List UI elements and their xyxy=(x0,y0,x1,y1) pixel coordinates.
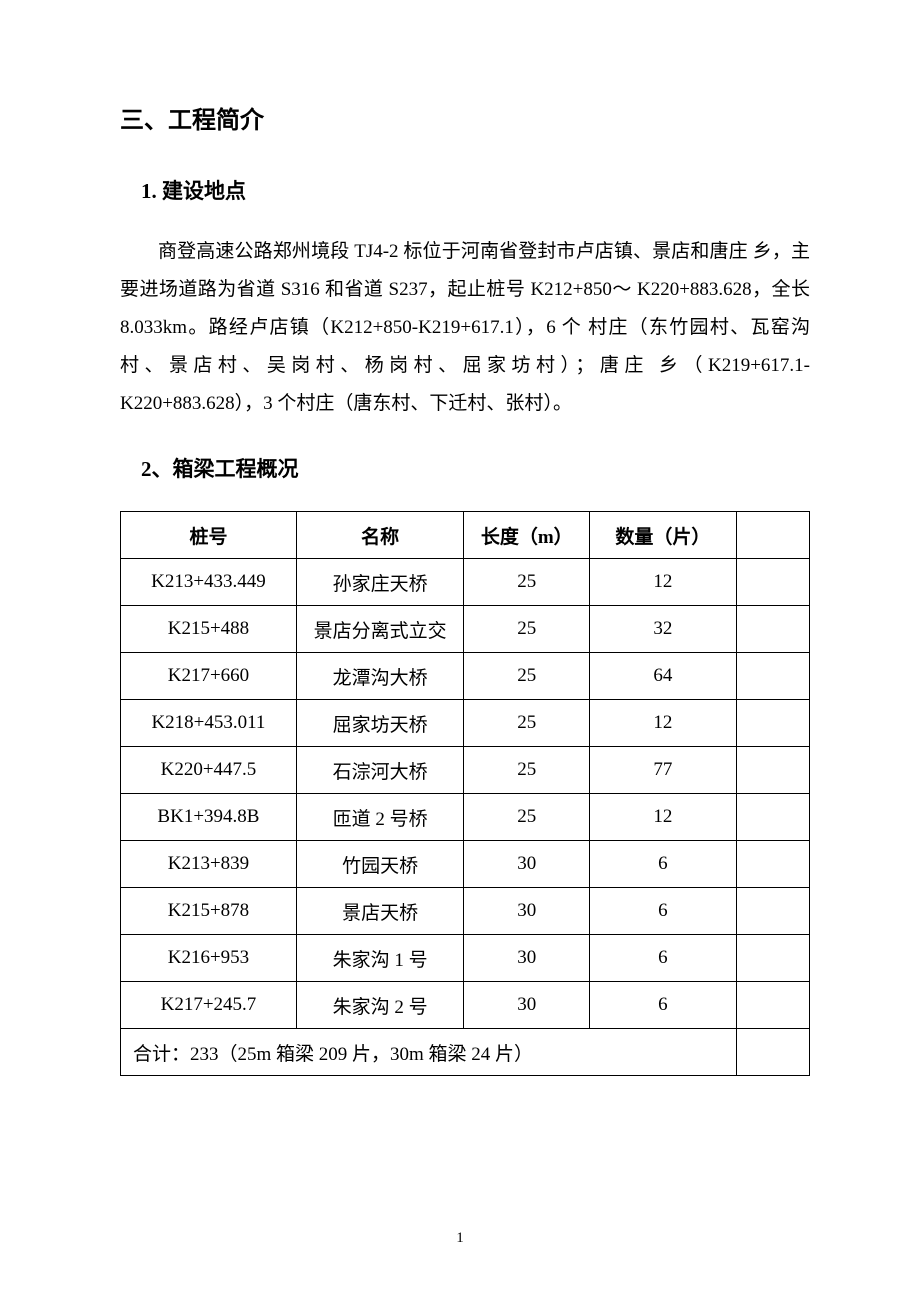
section-heading: 三、工程简介 xyxy=(120,100,810,135)
table-cell: 景店天桥 xyxy=(296,888,464,935)
table-cell: 30 xyxy=(464,841,590,888)
table-cell xyxy=(736,559,809,606)
table-cell: 朱家沟 1 号 xyxy=(296,935,464,982)
table-cell: 石淙河大桥 xyxy=(296,747,464,794)
page-number: 1 xyxy=(456,1230,464,1247)
table-summary-cell: 合计：233（25m 箱梁 209 片，30m 箱梁 24 片） xyxy=(121,1029,737,1076)
table-row: BK1+394.8B 匝道 2 号桥 25 12 xyxy=(121,794,810,841)
table-row: K213+839 竹园天桥 30 6 xyxy=(121,841,810,888)
table-cell: 77 xyxy=(590,747,737,794)
table-cell: 25 xyxy=(464,700,590,747)
table-cell: 30 xyxy=(464,982,590,1029)
table-row: K217+660 龙潭沟大桥 25 64 xyxy=(121,653,810,700)
table-cell: 6 xyxy=(590,935,737,982)
table-cell xyxy=(736,1029,809,1076)
table-header-empty xyxy=(736,512,809,559)
table-cell: 12 xyxy=(590,559,737,606)
table-cell: 30 xyxy=(464,888,590,935)
table-cell: BK1+394.8B xyxy=(121,794,297,841)
table-cell: 匝道 2 号桥 xyxy=(296,794,464,841)
table-cell: K215+488 xyxy=(121,606,297,653)
table-cell: K216+953 xyxy=(121,935,297,982)
table-cell: 屈家坊天桥 xyxy=(296,700,464,747)
table-cell xyxy=(736,653,809,700)
subsection-heading-box-girder: 2、箱梁工程概况 xyxy=(120,453,810,483)
table-header-name: 名称 xyxy=(296,512,464,559)
table-cell: K218+453.011 xyxy=(121,700,297,747)
table-cell: 25 xyxy=(464,606,590,653)
table-row: K215+488 景店分离式立交 25 32 xyxy=(121,606,810,653)
table-cell: 25 xyxy=(464,794,590,841)
table-cell: K215+878 xyxy=(121,888,297,935)
table-row: K215+878 景店天桥 30 6 xyxy=(121,888,810,935)
table-cell: 25 xyxy=(464,653,590,700)
table-cell xyxy=(736,747,809,794)
table-cell: 6 xyxy=(590,888,737,935)
table-header-length: 长度（m） xyxy=(464,512,590,559)
table-cell xyxy=(736,888,809,935)
table-row: K220+447.5 石淙河大桥 25 77 xyxy=(121,747,810,794)
table-cell: 6 xyxy=(590,982,737,1029)
table-cell: 朱家沟 2 号 xyxy=(296,982,464,1029)
table-cell: 64 xyxy=(590,653,737,700)
table-cell xyxy=(736,606,809,653)
paragraph-text: 商登高速公路郑州境段 TJ4-2 标位于河南省登封市卢店镇、景店和唐庄 xyxy=(158,241,748,262)
table-cell: 32 xyxy=(590,606,737,653)
table-cell: K217+245.7 xyxy=(121,982,297,1029)
table-body: K213+433.449 孙家庄天桥 25 12 K215+488 景店分离式立… xyxy=(121,559,810,1076)
table-cell xyxy=(736,841,809,888)
table-cell: 30 xyxy=(464,935,590,982)
table-header-quantity: 数量（片） xyxy=(590,512,737,559)
table-cell: K213+839 xyxy=(121,841,297,888)
table-cell: K217+660 xyxy=(121,653,297,700)
table-summary-row: 合计：233（25m 箱梁 209 片，30m 箱梁 24 片） xyxy=(121,1029,810,1076)
table-cell xyxy=(736,982,809,1029)
table-cell: 龙潭沟大桥 xyxy=(296,653,464,700)
table-cell: 12 xyxy=(590,794,737,841)
table-cell: 6 xyxy=(590,841,737,888)
table-cell xyxy=(736,700,809,747)
table-cell: 孙家庄天桥 xyxy=(296,559,464,606)
table-row: K216+953 朱家沟 1 号 30 6 xyxy=(121,935,810,982)
table-header-pile-number: 桩号 xyxy=(121,512,297,559)
table-cell: K213+433.449 xyxy=(121,559,297,606)
table-cell: 25 xyxy=(464,559,590,606)
table-cell: 12 xyxy=(590,700,737,747)
subsection-heading-location: 1. 建设地点 xyxy=(120,175,810,205)
table-cell: 竹园天桥 xyxy=(296,841,464,888)
box-girder-table: 桩号 名称 长度（m） 数量（片） K213+433.449 孙家庄天桥 25 … xyxy=(120,511,810,1076)
table-cell: 25 xyxy=(464,747,590,794)
table-header-row: 桩号 名称 长度（m） 数量（片） xyxy=(121,512,810,559)
table-row: K218+453.011 屈家坊天桥 25 12 xyxy=(121,700,810,747)
table-row: K217+245.7 朱家沟 2 号 30 6 xyxy=(121,982,810,1029)
table-cell: 景店分离式立交 xyxy=(296,606,464,653)
table-cell xyxy=(736,794,809,841)
table-row: K213+433.449 孙家庄天桥 25 12 xyxy=(121,559,810,606)
location-paragraph: 商登高速公路郑州境段 TJ4-2 标位于河南省登封市卢店镇、景店和唐庄 乡，主要… xyxy=(120,233,810,423)
table-cell xyxy=(736,935,809,982)
table-cell: K220+447.5 xyxy=(121,747,297,794)
